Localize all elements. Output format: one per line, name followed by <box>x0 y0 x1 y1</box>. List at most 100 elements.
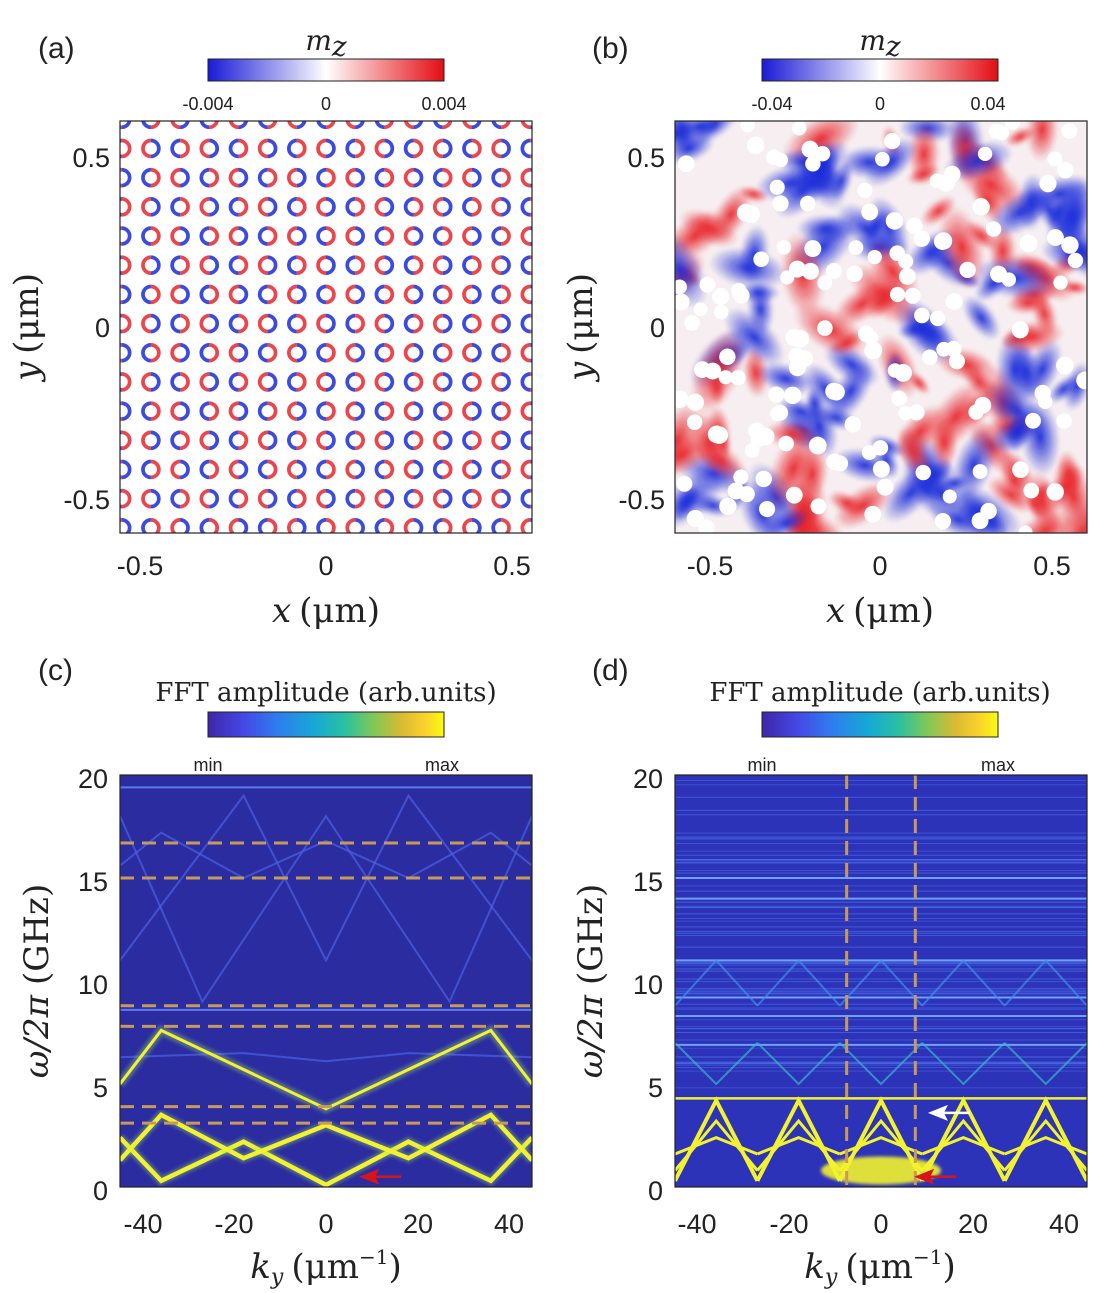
hole-edge-right <box>179 372 190 392</box>
hole-edge-right <box>150 226 161 246</box>
hole <box>319 434 333 447</box>
low-frequency-branch <box>921 1118 1006 1172</box>
hole <box>261 492 274 505</box>
hole <box>378 200 391 213</box>
hole <box>407 492 420 505</box>
hole-edge-left <box>374 167 385 188</box>
hole-edge-right <box>442 342 453 363</box>
hole <box>174 171 187 184</box>
hole <box>144 434 157 447</box>
hole-edge-left <box>374 518 385 533</box>
hole <box>436 434 449 447</box>
panel-b-cbtick-mid: 0 <box>875 94 885 114</box>
mz-positive-region <box>829 331 864 355</box>
hole <box>407 229 420 243</box>
hole <box>349 259 362 272</box>
hole-edge-right <box>471 226 482 246</box>
hole <box>942 489 957 504</box>
hole <box>319 229 333 243</box>
hole-edge-right <box>150 284 161 305</box>
faint-spin-wave-branch <box>1003 1042 1087 1086</box>
hole-edge-right <box>442 488 453 509</box>
hole-edge-left <box>345 518 356 533</box>
bright-low-k-region <box>821 1156 941 1185</box>
hole <box>465 434 478 447</box>
panel-b-ylabel: y(μm) <box>561 273 601 383</box>
mz-positive-region <box>827 490 866 516</box>
hole <box>144 259 157 272</box>
hole-edge-right <box>442 255 453 276</box>
hole <box>436 463 449 476</box>
hole <box>203 463 216 476</box>
hole-edge-right <box>267 372 278 392</box>
hole-edge-right <box>354 167 365 188</box>
hole-edge-right <box>208 313 219 334</box>
mz-negative-region <box>763 508 810 533</box>
hole <box>232 375 245 388</box>
hole-edge-right <box>325 197 336 217</box>
low-frequency-branch <box>675 1176 677 1181</box>
hole-edge-left <box>520 284 531 305</box>
hole-edge-left <box>403 284 414 305</box>
hole-edge-left <box>374 401 385 421</box>
hole-edge-right <box>296 401 307 421</box>
faint-spin-wave-branch <box>921 958 1006 1007</box>
hole <box>203 171 216 184</box>
faint-spin-wave-branch <box>675 958 759 1007</box>
hole <box>844 416 862 433</box>
hole-edge-left <box>199 197 210 217</box>
hole-edge-left <box>403 342 414 363</box>
panel-d-ticks: -40 -20 0 20 40 20 15 10 5 0 <box>633 764 1079 1239</box>
hole-edge-right <box>208 518 219 533</box>
hole <box>800 195 816 212</box>
hole <box>766 149 782 165</box>
hole-edge-left <box>520 313 531 334</box>
hole <box>686 510 704 528</box>
hole-edge-right <box>354 372 365 392</box>
hole-edge-left <box>228 372 239 392</box>
hole <box>120 171 128 184</box>
hole-edge-right <box>442 138 453 159</box>
hole <box>290 346 303 359</box>
panel-d-axes-frame <box>674 774 1088 1188</box>
hole <box>378 229 391 243</box>
hole-edge-right <box>238 372 249 392</box>
hole <box>436 288 449 301</box>
hole-edge-left <box>141 459 152 480</box>
hole-edge-right <box>121 284 132 305</box>
hole-edge-left <box>520 342 531 363</box>
hole <box>174 492 187 505</box>
hole-edge-right <box>325 518 336 533</box>
hole <box>319 375 333 388</box>
faint-spin-wave-branch <box>756 1042 841 1086</box>
hole <box>261 375 274 388</box>
hole <box>436 405 449 418</box>
hole <box>203 317 216 330</box>
hole <box>319 346 333 359</box>
hole <box>120 317 128 330</box>
panel-d-xtick: 20 <box>958 1209 988 1239</box>
hole <box>495 463 508 476</box>
hole-edge-left <box>491 255 502 276</box>
mz-positive-region <box>920 195 956 227</box>
hole-edge-left <box>491 518 502 533</box>
hole-edge-right <box>150 401 161 421</box>
hole-edge-right <box>442 313 453 334</box>
hole-edge-left <box>433 138 444 159</box>
hole <box>524 463 532 476</box>
panel-d-xtick: 40 <box>1049 1209 1079 1239</box>
panel-c-cb-min: min <box>193 755 222 775</box>
hole-edge-left <box>141 255 152 276</box>
hole-edge-left <box>141 138 152 159</box>
hole <box>203 346 216 359</box>
hole-edge-left <box>491 430 502 451</box>
hole <box>719 348 736 365</box>
hole <box>436 346 449 359</box>
hole <box>378 346 391 359</box>
hole-edge-right <box>296 167 307 188</box>
hole <box>904 287 921 304</box>
hole <box>349 142 362 155</box>
low-frequency-branch <box>756 1135 841 1156</box>
hole-edge-right <box>500 488 511 509</box>
hole-edge-left <box>520 459 531 480</box>
